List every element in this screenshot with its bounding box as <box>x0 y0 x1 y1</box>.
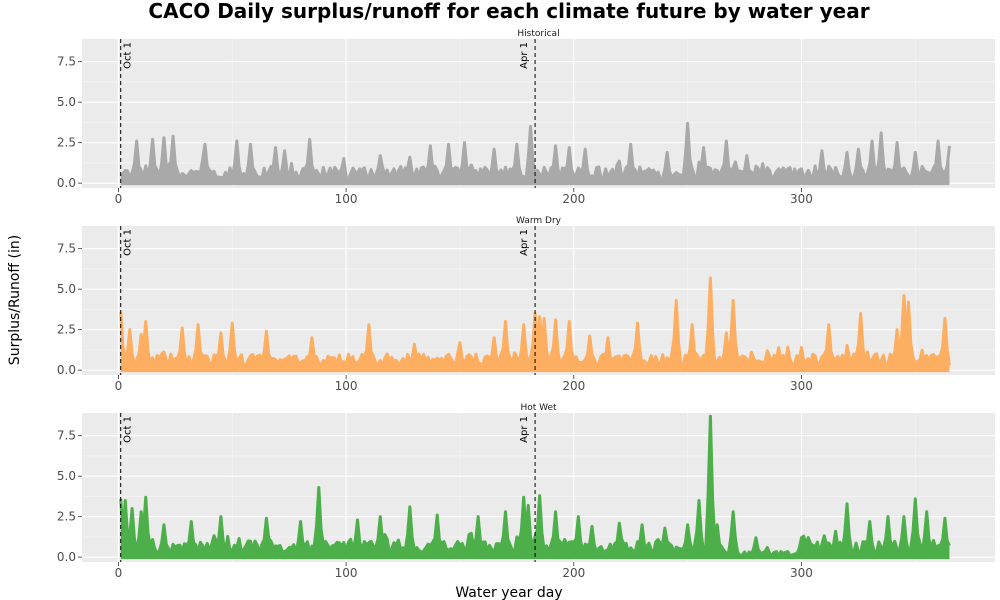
x-axis-title: Water year day <box>455 585 562 600</box>
y-tick-label: 2.5 <box>57 323 76 337</box>
y-tick-label: 0.0 <box>57 363 76 377</box>
x-tick-label: 100 <box>335 192 358 206</box>
facet-title: Hot Wet <box>520 403 557 413</box>
y-tick-label: 0.0 <box>57 176 76 190</box>
y-tick-label: 7.5 <box>57 429 76 443</box>
y-tick-label: 5.0 <box>57 469 76 483</box>
x-tick-label: 300 <box>790 379 813 393</box>
series-line <box>119 121 951 181</box>
y-tick-label: 7.5 <box>57 242 76 256</box>
facet-title: Warm Dry <box>516 216 562 226</box>
y-tick-label: 5.0 <box>57 282 76 296</box>
facet-panels: Historical Oct 1 Apr 1 0.0 2.5 5.0 7.5 0 100 200 3… <box>57 29 995 580</box>
facet-title: Historical <box>517 29 559 39</box>
x-tick-label: 300 <box>790 192 813 206</box>
reference-line-label: Apr 1 <box>519 416 530 443</box>
panel-historical: Historical Oct 1 Apr 1 0.0 2.5 5.0 7.5 0 100 200 3… <box>57 29 995 206</box>
reference-line-label: Oct 1 <box>123 42 134 69</box>
x-tick-label: 300 <box>790 566 813 580</box>
reference-line-label: Oct 1 <box>123 229 134 256</box>
chart-title: CACO Daily surplus/runoff for each clima… <box>148 0 869 23</box>
y-tick-label: 2.5 <box>57 136 76 150</box>
panel-warm-dry: Warm Dry Oct 1 Apr 1 0.0 2.5 5.0 7.5 0 100 200 300 <box>57 216 995 393</box>
x-tick-label: 0 <box>115 379 123 393</box>
x-tick-label: 200 <box>562 379 585 393</box>
reference-line-label: Apr 1 <box>519 229 530 256</box>
y-axis-title: Surplus/Runoff (in) <box>7 235 23 365</box>
y-tick-label: 7.5 <box>57 55 76 69</box>
reference-line-label: Oct 1 <box>123 416 134 443</box>
reference-line-label: Apr 1 <box>519 42 530 69</box>
series-line <box>119 414 951 558</box>
x-tick-label: 200 <box>562 192 585 206</box>
x-tick-label: 0 <box>115 192 123 206</box>
panel-hot-wet: Hot Wet Oct 1 Apr 1 0.0 2.5 5.0 7.5 0 100 200 300 <box>57 403 995 580</box>
y-tick-label: 2.5 <box>57 510 76 524</box>
x-tick-label: 0 <box>115 566 123 580</box>
x-tick-label: 200 <box>562 566 585 580</box>
y-tick-label: 5.0 <box>57 95 76 109</box>
x-tick-label: 100 <box>335 379 358 393</box>
x-tick-label: 100 <box>335 566 358 580</box>
y-tick-label: 0.0 <box>57 550 76 564</box>
